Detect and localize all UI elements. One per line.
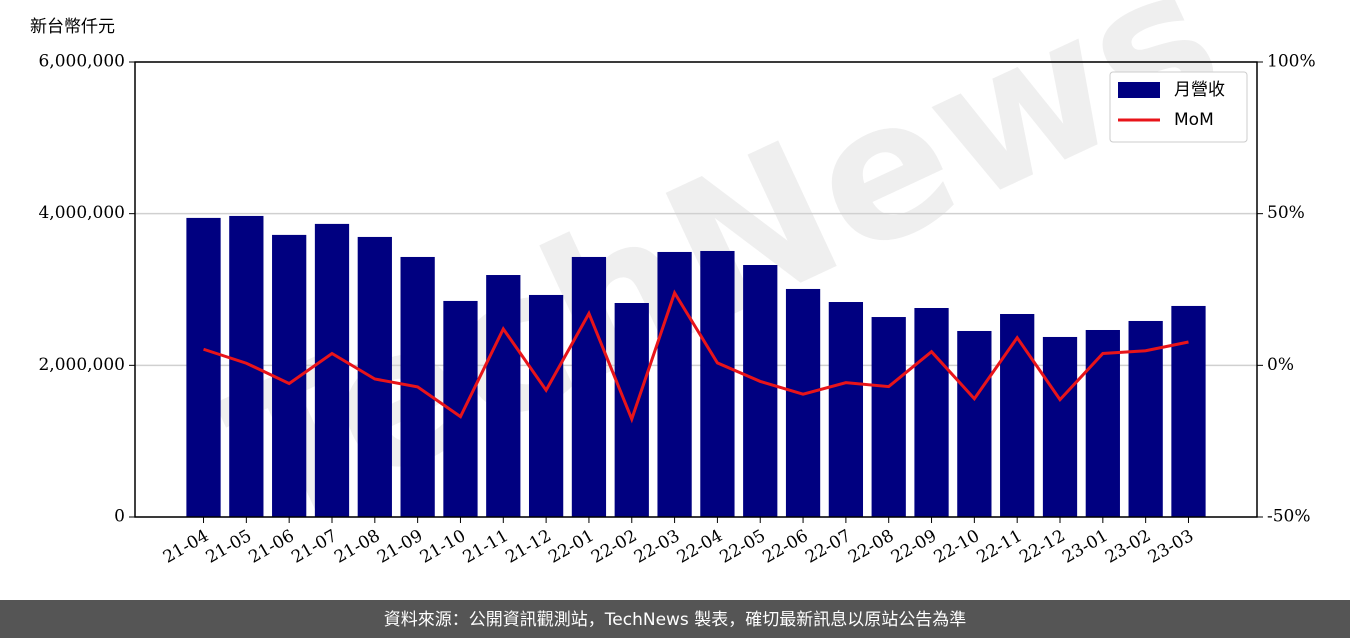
- x-tick-label: 22-05: [717, 526, 769, 568]
- legend-label: MoM: [1174, 110, 1214, 130]
- x-tick-label: 22-11: [973, 526, 1025, 568]
- x-tick-label: 23-02: [1102, 526, 1154, 568]
- x-tick-label: 22-07: [802, 526, 854, 568]
- bar: [914, 308, 949, 517]
- bar: [1085, 329, 1120, 517]
- bar: [486, 275, 521, 517]
- x-tick-label: 22-10: [931, 526, 983, 568]
- bar: [186, 217, 221, 517]
- x-tick-label: 22-01: [545, 526, 597, 568]
- x-tick-label: 23-03: [1145, 526, 1197, 568]
- bar: [357, 236, 392, 517]
- x-tick-label: 21-04: [160, 526, 212, 568]
- y2-tick-label: 100%: [1267, 52, 1316, 72]
- bar: [528, 294, 564, 517]
- legend-label: 月營收: [1174, 80, 1225, 100]
- y2-tick-label: 50%: [1267, 203, 1305, 223]
- y2-tick-label: -50%: [1267, 507, 1311, 527]
- y2-tick-label: 0%: [1267, 355, 1294, 375]
- footer-bar: [0, 600, 1350, 638]
- bar: [229, 215, 264, 518]
- y-axis-label: 新台幣仟元: [30, 17, 115, 37]
- bar: [871, 317, 906, 517]
- bar: [743, 265, 778, 517]
- bar: [1000, 313, 1035, 517]
- bar: [614, 302, 649, 517]
- plot-frame: [134, 61, 1258, 518]
- line: [203, 289, 1189, 424]
- bar: [957, 330, 992, 517]
- y-tick-label: 0: [114, 507, 125, 527]
- x-tick-label: 21-11: [460, 526, 512, 568]
- x-tick-label: 21-10: [417, 526, 469, 568]
- x-tick-label: 23-01: [1059, 526, 1111, 568]
- x-tick-label: 22-09: [888, 526, 940, 568]
- x-tick-label: 21-12: [502, 526, 554, 568]
- bar: [700, 250, 735, 517]
- x-tick-label: 22-04: [674, 526, 726, 568]
- legend-swatch: [1118, 82, 1160, 98]
- x-tick-label: 22-03: [631, 526, 683, 568]
- y-tick-label: 6,000,000: [38, 52, 125, 72]
- bar: [1171, 305, 1206, 517]
- y-tick-label: 2,000,000: [38, 355, 125, 375]
- x-tick-label: 22-08: [845, 526, 897, 568]
- x-tick-label: 21-09: [374, 526, 426, 568]
- bar: [1128, 320, 1163, 517]
- bar: [1042, 336, 1078, 517]
- y-tick-label: 4,000,000: [38, 203, 125, 223]
- x-tick-label: 21-05: [203, 526, 255, 568]
- x-tick-label: 22-02: [588, 526, 640, 568]
- bar: [314, 223, 350, 517]
- footer: 資料來源：公開資訊觀測站，TechNews 製表，確切最新訊息以原站公告為準: [384, 610, 966, 630]
- bar: [785, 288, 821, 517]
- x-tick-label: 22-12: [1016, 526, 1068, 568]
- x-tick-label: 22-06: [759, 526, 811, 568]
- bar: [571, 256, 607, 517]
- bar: [828, 302, 864, 517]
